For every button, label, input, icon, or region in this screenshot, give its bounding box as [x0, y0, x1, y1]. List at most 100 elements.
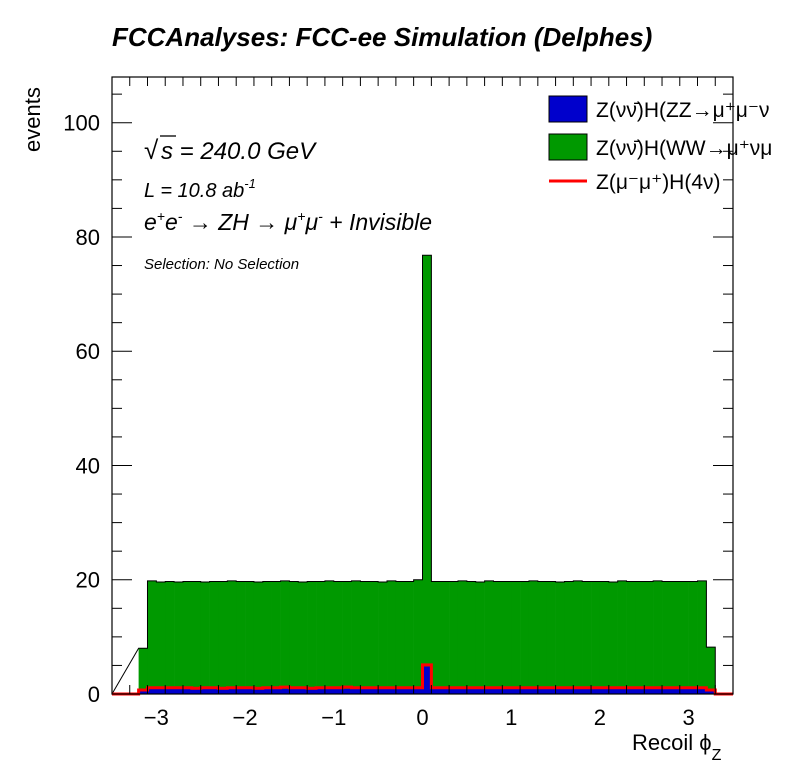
bar-ww-bin-0 — [138, 648, 148, 694]
bar-ww-bin-1 — [147, 580, 157, 694]
bar-ww-bin-11 — [236, 581, 246, 694]
bar-zz-bin-54 — [617, 688, 627, 694]
bar-zz-bin-46 — [546, 688, 556, 694]
bar-ww-bin-31 — [413, 579, 423, 694]
legend: Z(νν̄)H(ZZ→μ⁺μ⁻ν Z(νν̄)H(WW→μ⁺νμ Z(μ⁻μ⁺)… — [548, 95, 772, 194]
bar-zz-bin-27 — [378, 688, 388, 694]
x-tick-label: 1 — [505, 705, 517, 730]
bar-zz-bin-5 — [182, 688, 193, 694]
bar-zz-bin-62 — [688, 688, 698, 694]
bar-zz-bin-3 — [165, 688, 175, 694]
bar-zz-bin-17 — [289, 688, 299, 694]
x-axis-label-sub: Z — [712, 747, 722, 764]
tick-labels-layer: −3 −2 −1 0 1 2 3 0 20 40 60 80 100 — [63, 111, 694, 730]
bar-zz-bin-14 — [262, 688, 272, 694]
bar-ww-bin-23 — [342, 581, 352, 694]
y-tick-label: 80 — [76, 225, 100, 250]
bar-ww-bin-18 — [298, 582, 308, 694]
legend-entry-ww: Z(νν̄)H(WW→μ⁺νμ — [548, 133, 772, 161]
bar-zz-bin-11 — [236, 688, 246, 694]
bar-ww-bin-17 — [289, 581, 299, 694]
bar-zz-bin-18 — [298, 688, 308, 694]
bar-zz-bin-44 — [528, 688, 539, 694]
legend-entry-mumu: Z(μ⁻μ⁺)H(4ν) — [549, 171, 721, 194]
bar-ww-bin-29 — [395, 581, 406, 694]
x-axis-label: Recoil ϕZ — [632, 730, 722, 764]
bar-ww-bin-48 — [564, 581, 574, 694]
y-tick-label: 60 — [76, 339, 100, 364]
y-tick-label: 40 — [76, 453, 100, 478]
plot-frame — [111, 76, 734, 695]
x-tick-label: −1 — [321, 705, 346, 730]
bar-zz-bin-24 — [351, 688, 361, 694]
bar-zz-bin-45 — [537, 688, 547, 694]
bar-ww-bin-5 — [182, 581, 193, 694]
process-text: e — [144, 209, 157, 235]
bar-ww-bin-15 — [271, 581, 281, 694]
x-axis-label-main: Recoil ϕ — [632, 730, 712, 755]
bar-zz-bin-43 — [520, 688, 530, 694]
bar-ww-bin-51 — [591, 581, 601, 694]
bar-ww-bin-60 — [670, 581, 681, 694]
bar-ww-bin-20 — [316, 581, 326, 694]
bar-ww-bin-41 — [502, 581, 512, 694]
bar-zz-bin-33 — [431, 688, 441, 694]
bar-zz-bin-50 — [582, 688, 592, 694]
bar-ww-bin-62 — [688, 581, 698, 694]
bar-ww-bin-35 — [449, 581, 459, 694]
bar-zz-bin-20 — [316, 688, 326, 694]
bar-zz-bin-47 — [555, 688, 565, 694]
bar-ww-bin-45 — [537, 581, 547, 694]
x-tick-label: −2 — [233, 705, 258, 730]
bar-ww-bin-8 — [209, 581, 219, 694]
legend-label-zz: Z(νν̄)H(ZZ→μ⁺μ⁻ν — [596, 99, 770, 122]
bar-zz-bin-9 — [218, 688, 228, 694]
bars-layer — [111, 254, 733, 695]
bar-ww-bin-32 — [422, 255, 432, 694]
bar-ww-bin-61 — [679, 581, 689, 694]
bar-ww-bin-39 — [484, 580, 494, 694]
bar-zz-bin-42 — [511, 688, 521, 694]
bar-ww-bin-10 — [227, 580, 237, 694]
x-tick-label: 2 — [594, 705, 606, 730]
bar-ww-bin-55 — [626, 581, 636, 694]
bar-zz-bin-23 — [342, 688, 352, 694]
bar-ww-bin-47 — [555, 582, 565, 694]
bar-zz-bin-0 — [138, 689, 148, 694]
luminosity-text: L = 10.8 ab — [144, 180, 244, 202]
bar-ww-bin-36 — [457, 580, 468, 694]
legend-swatch-zz — [548, 95, 588, 123]
bar-ww-bin-22 — [333, 581, 343, 694]
legend-label-mumu: Z(μ⁻μ⁺)H(4ν) — [596, 171, 721, 194]
bar-ww-bin-6 — [191, 581, 202, 694]
bar-ww-bin-12 — [245, 581, 255, 694]
bar-zz-bin-15 — [271, 688, 281, 694]
bar-ww-bin-27 — [378, 582, 388, 694]
bar-zz-bin-16 — [280, 688, 290, 694]
bar-zz-bin-53 — [608, 688, 618, 694]
luminosity-annotation: L = 10.8 ab-1 — [144, 176, 256, 202]
bar-zz-bin-64 — [706, 689, 716, 694]
y-tick-label: 0 — [88, 682, 100, 707]
bar-ww-bin-3 — [165, 581, 175, 694]
bar-zz-bin-2 — [156, 688, 166, 694]
bar-ww-bin-9 — [218, 581, 228, 694]
bar-zz-bin-41 — [502, 688, 512, 694]
bar-ww-bin-33 — [431, 581, 441, 694]
ticks-layer — [111, 77, 734, 695]
bar-ww-bin-46 — [546, 581, 556, 694]
bar-zz-bin-4 — [174, 688, 184, 694]
bar-zz-bin-49 — [573, 688, 583, 694]
bar-zz-bin-30 — [404, 688, 414, 694]
bar-zz-bin-60 — [670, 688, 681, 694]
bar-ww-bin-21 — [324, 580, 335, 694]
bar-ww-bin-7 — [200, 582, 210, 694]
bar-ww-bin-58 — [653, 580, 663, 694]
bar-zz-bin-8 — [209, 688, 219, 694]
bar-ww-bin-53 — [608, 582, 618, 694]
bar-zz-bin-58 — [653, 688, 663, 694]
bar-ww-bin-40 — [493, 581, 503, 694]
bar-zz-bin-7 — [200, 688, 210, 694]
bar-zz-bin-40 — [493, 688, 503, 694]
